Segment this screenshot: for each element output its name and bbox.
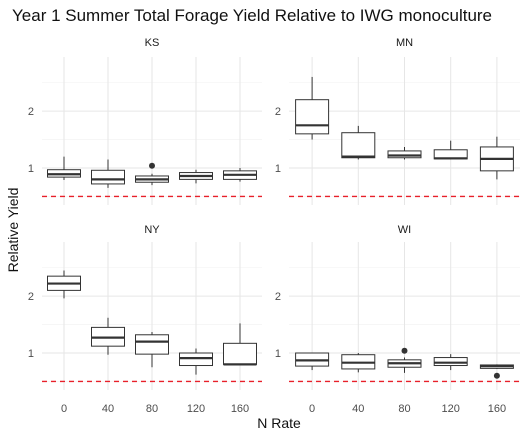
outlier-point: [493, 372, 500, 379]
box-ks-120: [179, 169, 213, 184]
box-wi-40: [341, 353, 376, 373]
box-iqr: [295, 99, 330, 135]
y-tick-label: 1: [275, 348, 281, 360]
panel-mn: MN 1 2: [275, 37, 520, 205]
x-tick-label: 40: [102, 403, 114, 415]
facet-label: WI: [398, 224, 411, 236]
y-tick-label: 1: [28, 348, 34, 360]
box-mn-80: [387, 146, 422, 160]
box-wi-80: [387, 347, 422, 373]
box-wi-120: [433, 354, 468, 371]
box-iqr: [91, 169, 125, 185]
x-tick-label: 120: [187, 403, 205, 415]
box-iqr: [135, 334, 169, 355]
facet-label: MN: [396, 37, 413, 49]
box-iqr: [179, 352, 213, 367]
box-ks-80: [135, 162, 169, 186]
box-mn-120: [433, 140, 468, 160]
x-axis-title: N Rate: [257, 415, 301, 431]
x-tick-label: 160: [488, 403, 506, 415]
box-ny-0: [47, 270, 81, 299]
box-iqr: [387, 150, 422, 159]
panel-ks: KS 1 2: [28, 37, 262, 205]
x-tick-label: 80: [146, 403, 158, 415]
x-tick-label: 80: [398, 403, 410, 415]
box-mn-160: [479, 136, 514, 180]
outlier-point: [401, 347, 408, 354]
y-tick-label: 2: [275, 291, 281, 303]
facet-label: KS: [145, 37, 160, 49]
x-tick-label: 160: [231, 403, 249, 415]
x-tick-label: 120: [442, 403, 460, 415]
box-iqr: [223, 342, 257, 365]
chart-title: Year 1 Summer Total Forage Yield Relativ…: [12, 6, 492, 25]
x-tick-label: 0: [309, 403, 315, 415]
box-ks-0: [47, 156, 81, 180]
box-mn-0: [295, 76, 330, 140]
box-ny-80: [135, 331, 169, 368]
box-mn-40: [341, 125, 376, 160]
box-ks-160: [223, 168, 257, 182]
box-iqr: [341, 132, 376, 159]
y-axis-title: Relative Yield: [5, 188, 21, 273]
box-iqr: [433, 357, 468, 367]
box-ny-160: [223, 323, 257, 366]
y-tick-label: 2: [28, 291, 34, 303]
box-wi-0: [295, 352, 330, 371]
y-tick-label: 2: [28, 106, 34, 118]
box-ks-40: [91, 159, 125, 188]
box-ny-120: [179, 348, 213, 375]
box-ny-40: [91, 317, 125, 355]
y-tick-label: 1: [28, 163, 34, 175]
outlier-point: [149, 162, 155, 169]
x-tick-label: 0: [61, 403, 67, 415]
box-wi-160: [479, 364, 514, 379]
y-tick-label: 2: [275, 106, 281, 118]
facet-label: NY: [144, 224, 160, 236]
x-tick-label: 40: [352, 403, 364, 415]
y-tick-label: 1: [275, 163, 281, 175]
